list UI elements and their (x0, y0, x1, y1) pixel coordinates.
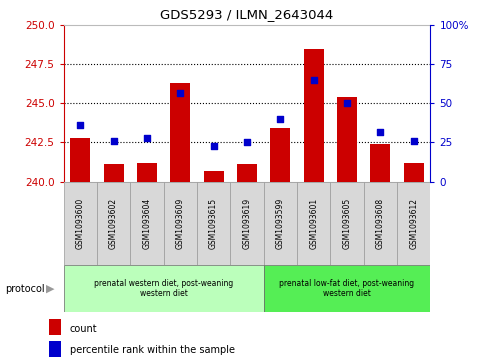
FancyBboxPatch shape (329, 182, 363, 265)
Text: count: count (70, 324, 97, 334)
FancyBboxPatch shape (130, 182, 163, 265)
Bar (49, 340, 61, 357)
Bar (403, 163, 423, 182)
FancyBboxPatch shape (63, 265, 263, 312)
Text: GSM1093608: GSM1093608 (375, 198, 384, 249)
Text: GSM1093601: GSM1093601 (308, 198, 318, 249)
FancyBboxPatch shape (230, 182, 263, 265)
Text: GSM1093600: GSM1093600 (76, 197, 84, 249)
Point (376, 129, 384, 134)
Point (176, 90, 184, 95)
FancyBboxPatch shape (63, 182, 97, 265)
Text: prenatal western diet, post-weaning
western diet: prenatal western diet, post-weaning west… (94, 279, 233, 298)
FancyBboxPatch shape (197, 182, 230, 265)
Text: GSM1093599: GSM1093599 (275, 197, 284, 249)
Bar (270, 129, 290, 182)
Bar (170, 83, 190, 182)
Point (343, 101, 350, 106)
Point (142, 135, 150, 141)
Bar (303, 49, 323, 182)
Text: GSM1093605: GSM1093605 (342, 197, 351, 249)
Bar (137, 163, 157, 182)
FancyBboxPatch shape (396, 182, 429, 265)
Bar (70, 138, 90, 182)
Bar (336, 97, 356, 182)
FancyBboxPatch shape (296, 182, 329, 265)
Text: percentile rank within the sample: percentile rank within the sample (70, 345, 234, 355)
Bar (103, 164, 123, 182)
Bar (237, 164, 256, 182)
Text: GSM1093602: GSM1093602 (109, 198, 118, 249)
Point (109, 138, 117, 144)
Bar (49, 319, 61, 335)
Point (243, 139, 250, 145)
FancyBboxPatch shape (263, 265, 429, 312)
Text: GSM1093612: GSM1093612 (408, 198, 417, 249)
Text: protocol: protocol (5, 284, 44, 294)
Text: GSM1093604: GSM1093604 (142, 197, 151, 249)
Text: prenatal low-fat diet, post-weaning
western diet: prenatal low-fat diet, post-weaning west… (279, 279, 414, 298)
Point (209, 143, 217, 148)
Point (276, 116, 284, 122)
Text: GSM1093615: GSM1093615 (209, 198, 218, 249)
Bar (203, 171, 223, 182)
Point (309, 77, 317, 83)
Point (76, 122, 84, 128)
Bar (369, 144, 389, 182)
FancyBboxPatch shape (263, 182, 296, 265)
Text: GSM1093619: GSM1093619 (242, 198, 251, 249)
FancyBboxPatch shape (163, 182, 197, 265)
FancyBboxPatch shape (97, 182, 130, 265)
Text: GSM1093609: GSM1093609 (175, 197, 184, 249)
FancyBboxPatch shape (363, 182, 396, 265)
Title: GDS5293 / ILMN_2643044: GDS5293 / ILMN_2643044 (160, 8, 333, 21)
Text: ▶: ▶ (45, 284, 54, 294)
Point (409, 138, 417, 144)
